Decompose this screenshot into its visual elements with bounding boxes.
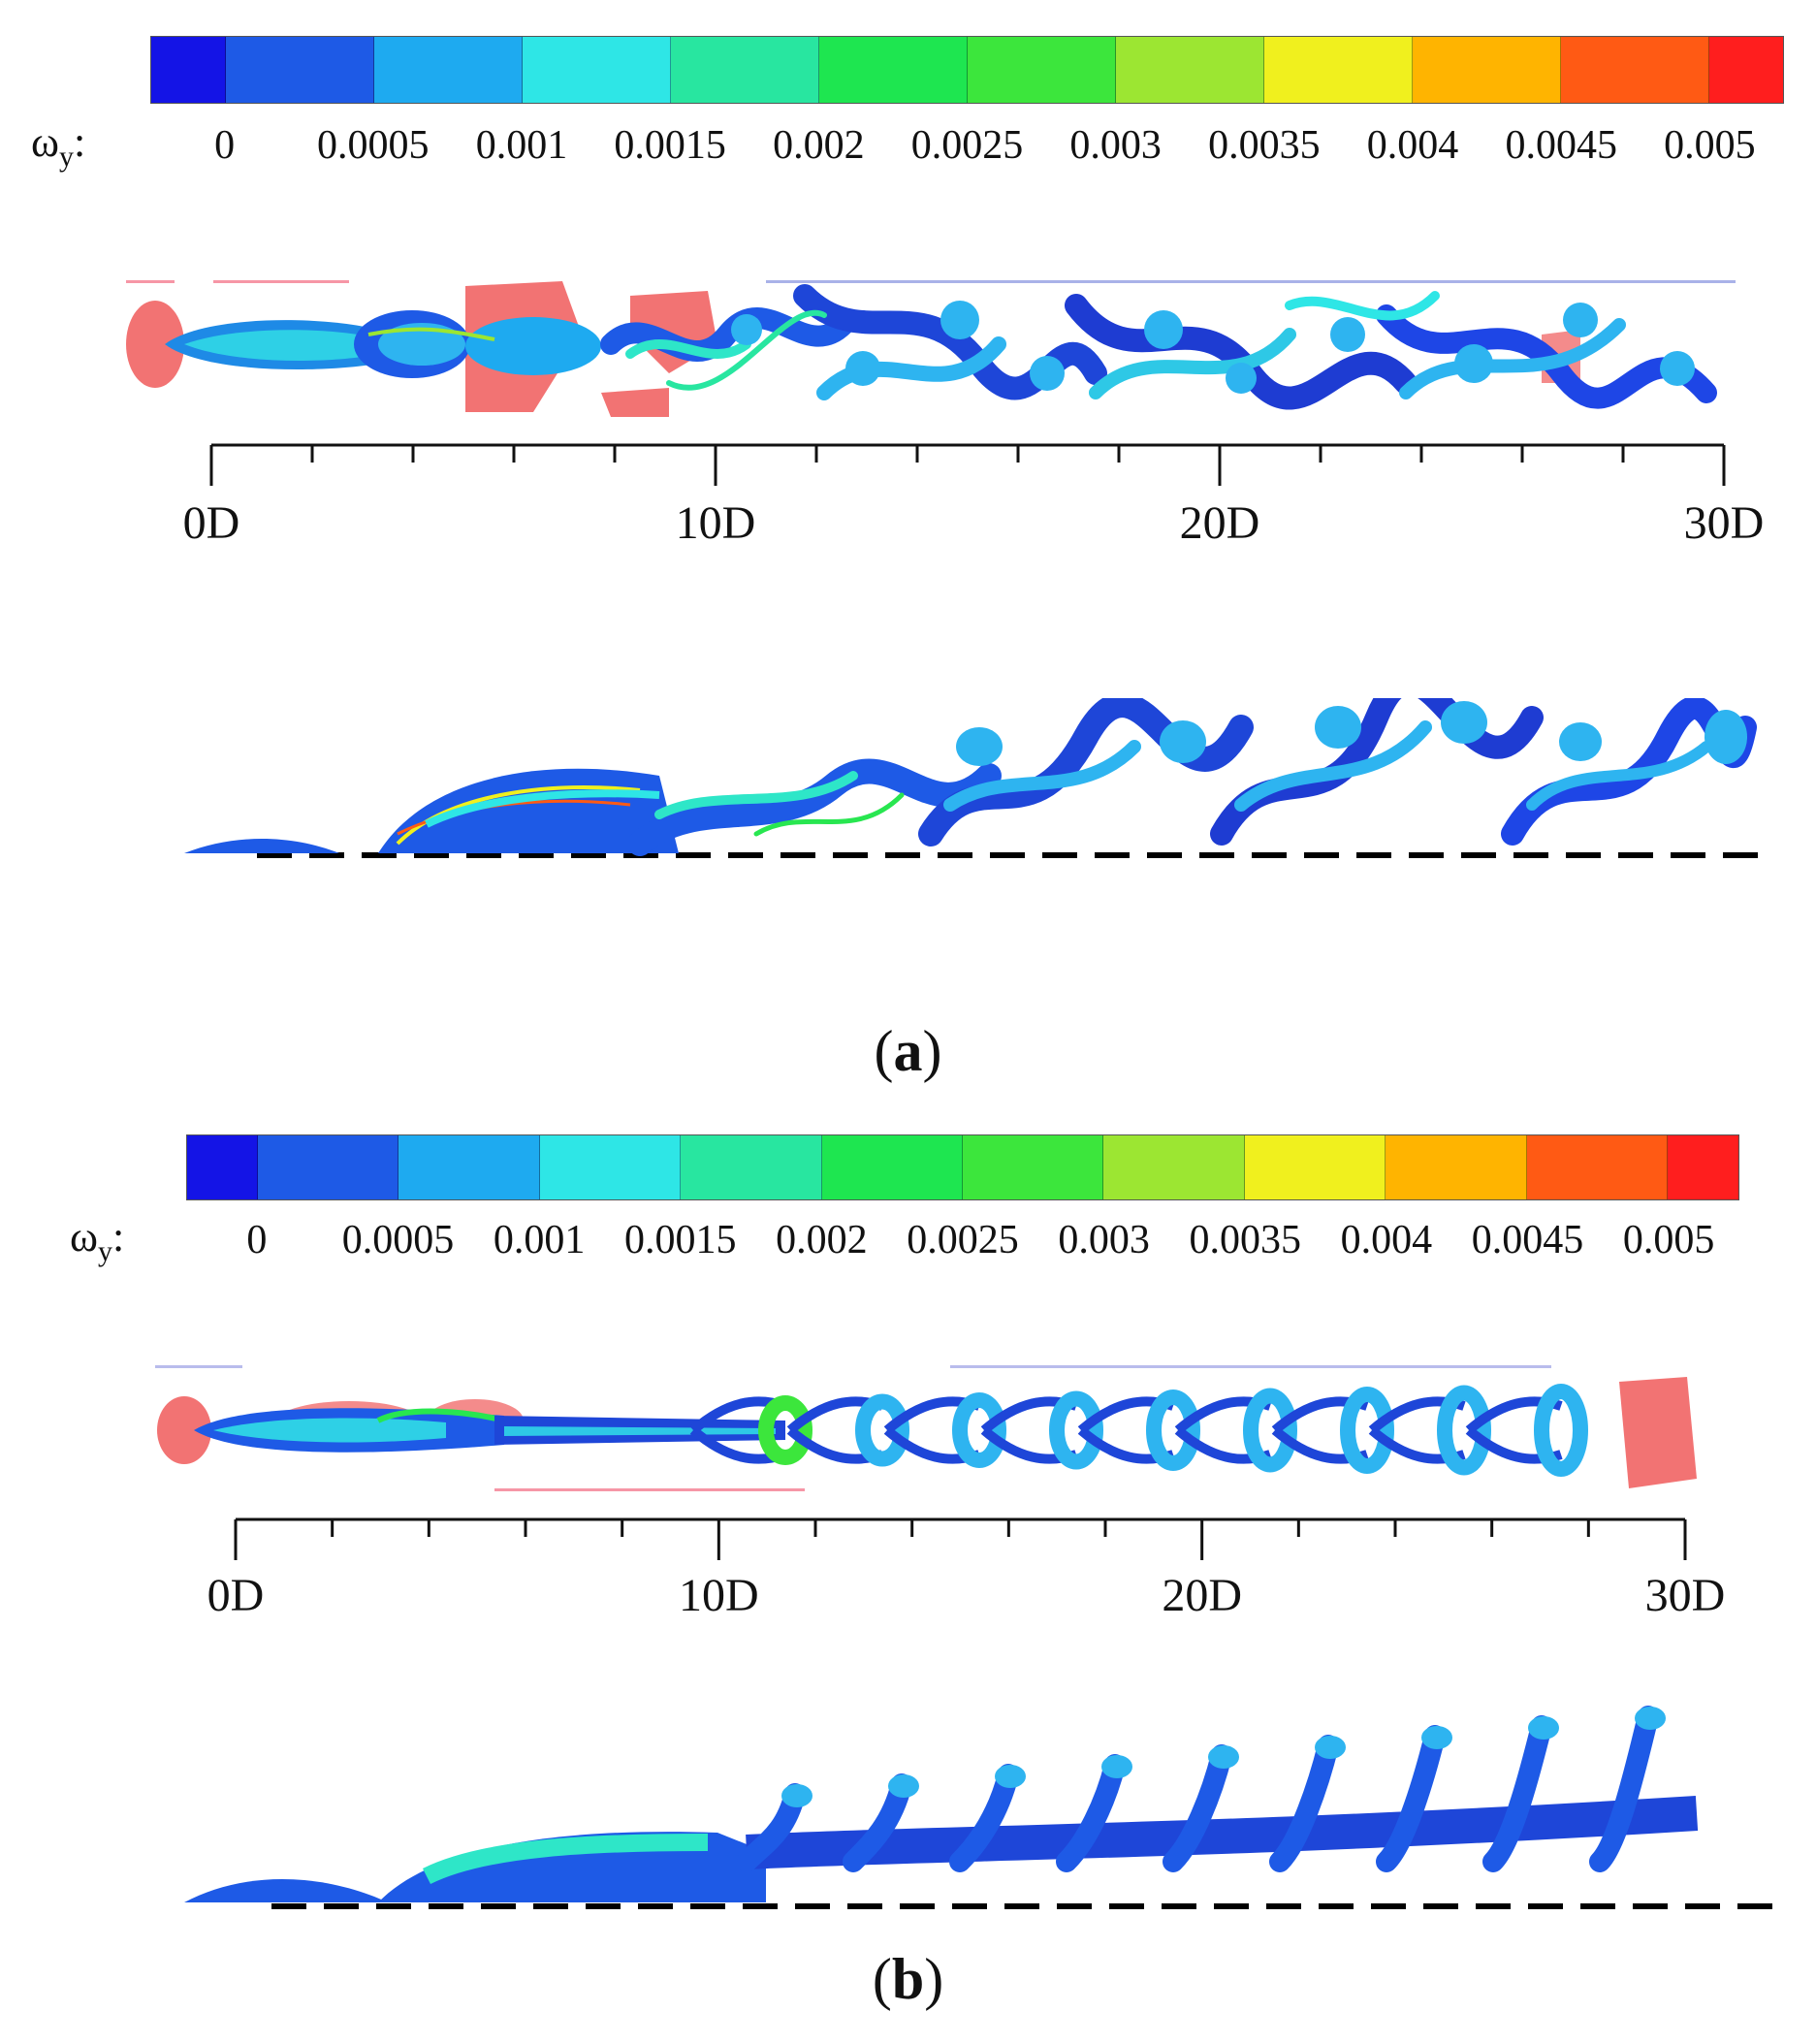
colorbar-b (186, 1134, 1739, 1200)
colorbar-segment (539, 1135, 682, 1199)
colorbar-segment (1668, 1135, 1738, 1199)
ruler-labels-a: 0D 10D 20D 30D (0, 496, 1816, 555)
colorbar-segment (670, 37, 819, 103)
ruler-a (209, 443, 1726, 486)
colorbar-tick-label: 0.001 (493, 1218, 586, 1262)
colon: : (73, 118, 86, 166)
omega-symbol: ω (31, 118, 59, 166)
wake-side-view-a (184, 698, 1769, 858)
colorbar-segment (1115, 37, 1264, 103)
colorbar-tick-label: 0.0015 (623, 1218, 737, 1262)
omega-symbol: ω (70, 1213, 98, 1261)
colorbar-tick-label: 0.002 (773, 123, 865, 168)
colorbar-ticks-b: 0 0.0005 0.001 0.0015 0.002 0.0025 0.003 0.0035… (186, 1217, 1739, 1265)
colorbar-segment (821, 1135, 963, 1199)
wake-side-view-b (184, 1706, 1784, 1909)
ruler-label: 20D (1179, 497, 1260, 549)
colorbar-segment (1708, 37, 1783, 103)
colorbar-segment (818, 37, 968, 103)
colorbar-segment (681, 1135, 822, 1199)
colorbar-tick-label: 0 (246, 1218, 268, 1262)
colorbar-segment (257, 1135, 399, 1199)
colorbar-segment (1244, 1135, 1386, 1199)
omega-subscript: y (58, 140, 74, 173)
wake-top-view-a (126, 280, 1736, 417)
ruler-label: 10D (678, 1570, 759, 1621)
caption-letter-a: a (893, 1019, 923, 1083)
colorbar-tick-label: 0.0045 (1471, 1218, 1584, 1262)
colorbar-tick-label: 0.005 (1622, 1218, 1715, 1262)
colorbar-tick-label: 0.003 (1058, 1218, 1150, 1262)
omega-subscript: y (97, 1234, 112, 1267)
colorbar-tick-label: 0.0015 (614, 123, 726, 168)
colon: : (112, 1213, 125, 1261)
ruler-label: 0D (207, 1570, 265, 1621)
ruler-label: 30D (1644, 1570, 1726, 1621)
colorbar-tick-label: 0.005 (1664, 123, 1756, 168)
colorbar-tick-label: 0.0025 (907, 1218, 1019, 1262)
colorbar-tick-label: 0.0035 (1208, 123, 1321, 168)
colorbar-segment (962, 1135, 1104, 1199)
colorbar-segment (151, 37, 226, 103)
caption-b: (b) (872, 1947, 944, 2011)
colorbar-segment (1412, 37, 1561, 103)
colorbar-label-b: ωy: (70, 1216, 124, 1266)
ruler-label: 10D (675, 497, 756, 549)
colorbar-tick-label: 0.0045 (1505, 123, 1617, 168)
panel-a: ωy: 0 0.0005 0.001 0.0015 0.002 0.0025 0.003 0.… (0, 36, 1816, 1083)
ruler-label: 0D (182, 497, 240, 549)
colorbar-tick-label: 0.0005 (317, 123, 430, 168)
ruler-label: 30D (1683, 497, 1765, 549)
ruler-b (234, 1517, 1687, 1560)
colorbar-tick-label: 0.0035 (1189, 1218, 1302, 1262)
colorbar-segment (1560, 37, 1709, 103)
colorbar-tick-label: 0.004 (1366, 123, 1459, 168)
colorbar-tick-label: 0.0005 (341, 1218, 455, 1262)
colorbar-label-a: ωy: (31, 121, 85, 172)
colorbar-segment (398, 1135, 540, 1199)
wake-top-view-b (155, 1365, 1697, 1491)
colorbar-tick-label: 0.004 (1340, 1218, 1433, 1262)
ruler-label: 20D (1162, 1570, 1242, 1621)
colorbar-tick-label: 0.001 (475, 123, 568, 168)
colorbar-segment (522, 37, 671, 103)
colorbar-a (150, 36, 1784, 104)
colorbar-segment (1386, 1135, 1527, 1199)
colorbar-tick-label: 0.003 (1069, 123, 1162, 168)
colorbar-tick-label: 0.0025 (910, 123, 1024, 168)
ruler-labels-b: 0D 10D 20D 30D (0, 1569, 1816, 1627)
panel-b: ωy: 0 0.0005 0.001 0.0015 0.002 0.0025 0.003 0.… (0, 1096, 1816, 2044)
caption-a: (a) (874, 1019, 942, 1083)
colorbar-segment (187, 1135, 258, 1199)
colorbar-segment (1103, 1135, 1245, 1199)
colorbar-segment (373, 37, 523, 103)
colorbar-segment (1263, 37, 1413, 103)
colorbar-tick-label: 0 (214, 123, 236, 168)
colorbar-segment (1526, 1135, 1669, 1199)
colorbar-tick-label: 0.002 (776, 1218, 868, 1262)
colorbar-segment (967, 37, 1116, 103)
caption-letter-b: b (891, 1947, 925, 2011)
colorbar-ticks-a: 0 0.0005 0.001 0.0015 0.002 0.0025 0.003 0.0035… (150, 122, 1784, 171)
colorbar-segment (225, 37, 374, 103)
